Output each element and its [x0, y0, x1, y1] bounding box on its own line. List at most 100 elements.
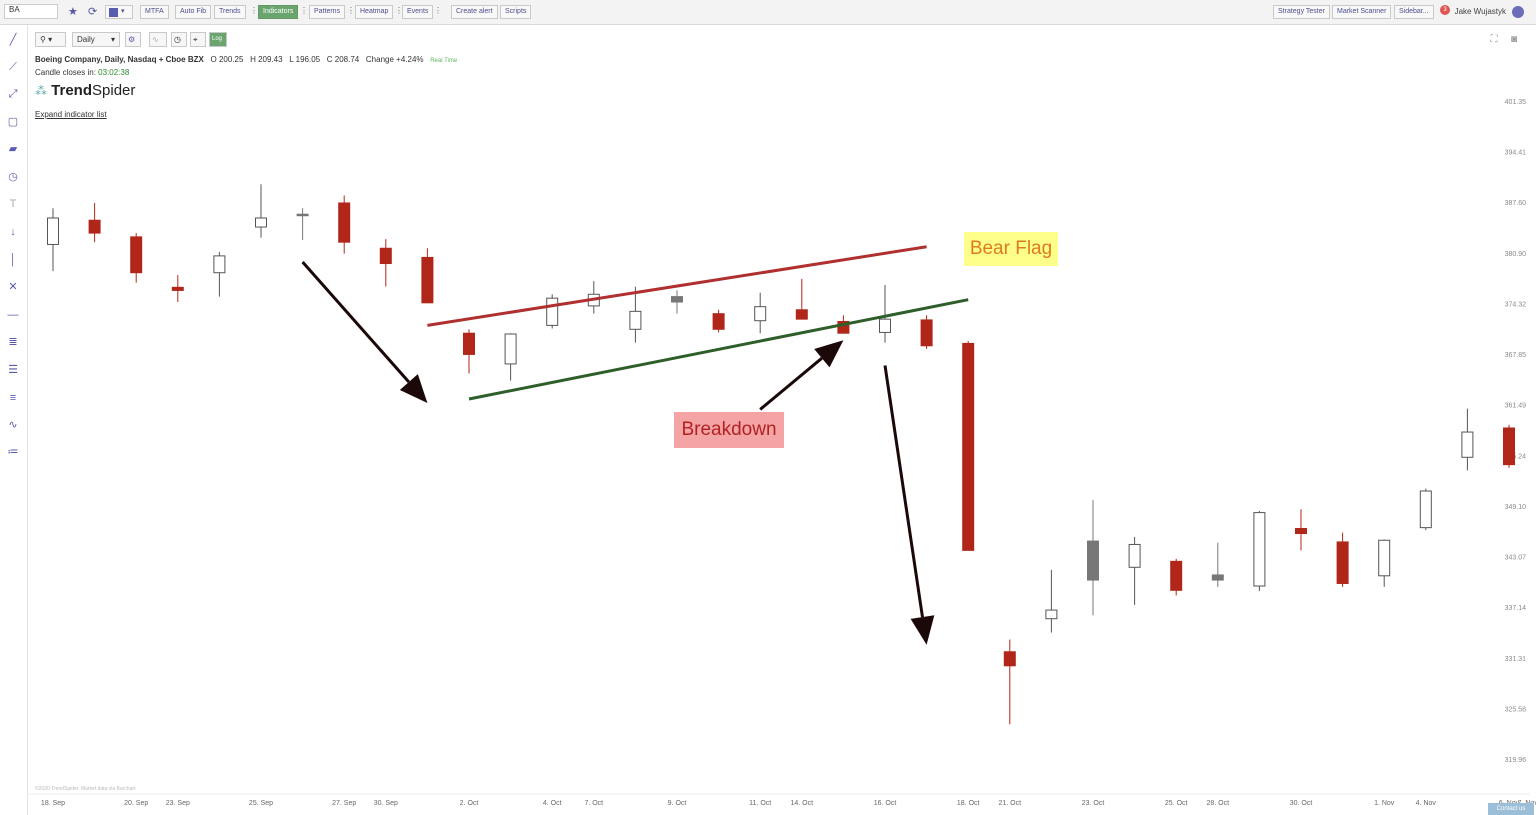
fullscreen-icon[interactable]: ⛶: [1490, 34, 1498, 45]
toolbar-button-auto-fib[interactable]: Auto Fib: [175, 5, 212, 19]
change-value: Change +4.24%: [365, 55, 424, 64]
candle-body: [795, 309, 808, 320]
bear-flag-annotation[interactable]: Bear Flag: [964, 232, 1058, 266]
gann-tool-icon[interactable]: ≡: [9, 392, 17, 404]
candle: [213, 252, 226, 297]
trendlines: [427, 245, 969, 401]
x-tick-label: 27. Sep: [332, 800, 356, 807]
y-tick-label: 325.58: [1505, 706, 1527, 713]
toolbar-button-trends[interactable]: Trends: [214, 5, 246, 19]
expand-indicator-list-link[interactable]: Expand indicator list: [35, 110, 107, 119]
text-tool-icon[interactable]: T: [9, 198, 17, 210]
sidebar-button[interactable]: Sidebar...: [1394, 5, 1434, 19]
strategy-tester-button[interactable]: Strategy Tester: [1273, 5, 1330, 19]
toolbar-button-mtfa[interactable]: MTFA: [140, 5, 169, 19]
trendline-lower: [468, 298, 969, 401]
candles: [47, 184, 1515, 725]
scripts-button[interactable]: Scripts: [500, 5, 532, 19]
rectangle-tool-icon[interactable]: ▢: [7, 116, 19, 128]
star-icon[interactable]: ★: [68, 6, 78, 18]
low-value: L 196.05: [289, 55, 321, 64]
breakdown-annotation[interactable]: Breakdown: [674, 412, 784, 448]
trends-menu-dots[interactable]: ⋮: [250, 6, 258, 15]
patterns-menu-dots[interactable]: ⋮: [347, 6, 355, 15]
toolbar-button-patterns[interactable]: Patterns: [309, 5, 346, 19]
vertical-line-tool-icon[interactable]: │: [9, 254, 17, 266]
candle-body: [712, 313, 725, 330]
compare-icon[interactable]: ∿: [149, 32, 167, 47]
timeframe-selector[interactable]: Daily ▾: [72, 32, 120, 47]
x-tick-label: 25. Oct: [1165, 800, 1188, 807]
x-tick-label: 11. Oct: [749, 800, 771, 807]
arrow-down-tool-icon[interactable]: ↓: [10, 226, 16, 238]
y-tick-label: 331.31: [1505, 656, 1527, 663]
candle: [504, 333, 517, 381]
y-tick-label: 401.35: [1505, 99, 1527, 106]
create-alert-button[interactable]: Create alert: [451, 5, 498, 19]
indicators-menu-dots[interactable]: ⋮: [300, 6, 308, 15]
candle-body: [255, 217, 267, 228]
x-tick-label: 20. Sep: [124, 800, 148, 807]
candle: [1419, 488, 1432, 531]
camera-icon[interactable]: ◙: [1510, 34, 1518, 45]
candle: [130, 233, 143, 283]
user-avatar-icon[interactable]: [1512, 6, 1524, 18]
candle-body: [1461, 431, 1474, 458]
symbol-input[interactable]: BA: [4, 4, 58, 19]
ray-tool-icon[interactable]: ⟋: [9, 61, 17, 73]
crosshair-sync-icon[interactable]: ⌖: [190, 32, 206, 47]
x-tick-label: 28. Oct: [1207, 800, 1230, 807]
heatmap-menu-dots[interactable]: ⋮: [395, 6, 403, 15]
circle-tool-icon[interactable]: ◷: [8, 171, 18, 183]
candle: [1336, 532, 1349, 587]
settings-gear-icon[interactable]: ⚙: [125, 32, 141, 47]
candle: [920, 315, 933, 349]
candle-body: [1336, 541, 1349, 584]
line-tool-icon[interactable]: ╱: [9, 34, 17, 46]
candle-type-selector[interactable]: ⚲ ▾: [35, 32, 66, 47]
fib-extension-tool-icon[interactable]: ☰: [8, 364, 18, 376]
y-tick-label: 394.41: [1505, 150, 1527, 157]
x-tick-label: 18. Oct: [957, 800, 980, 807]
chart-type-selector[interactable]: ▾: [105, 5, 133, 19]
x-tick-label: 21. Oct: [999, 800, 1022, 807]
x-tick-label: 23. Oct: [1082, 800, 1105, 807]
candle-body: [837, 320, 850, 334]
user-name[interactable]: Jake Wujastyk: [1454, 7, 1506, 16]
volume-profile-tool-icon[interactable]: ≔: [7, 446, 19, 458]
candle-body: [1295, 527, 1307, 535]
candle-body: [379, 247, 392, 265]
notification-badge[interactable]: 3: [1440, 5, 1450, 15]
contact-us-button[interactable]: Contact us: [1488, 803, 1534, 815]
color-swatch-icon: [109, 8, 118, 17]
candle: [379, 239, 392, 287]
crosshair-tool-icon[interactable]: ✕: [8, 281, 18, 293]
arrow-head: [910, 615, 935, 645]
channel-tool-icon[interactable]: ▰: [8, 143, 18, 155]
y-tick-label: 337.14: [1505, 605, 1527, 612]
toolbar-button-events[interactable]: Events: [402, 5, 434, 19]
log-scale-toggle[interactable]: Log: [209, 32, 227, 47]
clock-icon[interactable]: ◷: [171, 32, 187, 47]
market-scanner-button[interactable]: Market Scanner: [1332, 5, 1392, 19]
horizontal-line-tool-icon[interactable]: —: [7, 309, 19, 321]
candle-body: [671, 296, 683, 303]
close-value: C 208.74: [326, 55, 360, 64]
candle: [879, 285, 891, 343]
y-axis: 401.35 394.41 387.60 380.90 374.32 367.85 361.…: [1505, 99, 1527, 764]
toolbar-button-heatmap[interactable]: Heatmap: [355, 5, 394, 19]
events-menu-dots[interactable]: ⋮: [434, 6, 442, 15]
toolbar-button-indicators[interactable]: Indicators: [258, 5, 299, 19]
candle: [47, 208, 59, 272]
x-tick-label: 1. Nov: [1374, 800, 1395, 807]
countdown-value: 03:02:38: [98, 68, 130, 77]
arrow-line: [759, 357, 823, 411]
pitchfork-tool-icon[interactable]: ⤢: [8, 88, 18, 100]
candle: [1461, 408, 1474, 471]
refresh-icon[interactable]: ⟳: [88, 6, 98, 18]
path-tool-icon[interactable]: ∿: [8, 419, 18, 431]
candle: [1003, 639, 1016, 725]
fib-retracement-tool-icon[interactable]: ≣: [8, 336, 18, 348]
y-tick-label: 380.90: [1505, 251, 1527, 258]
